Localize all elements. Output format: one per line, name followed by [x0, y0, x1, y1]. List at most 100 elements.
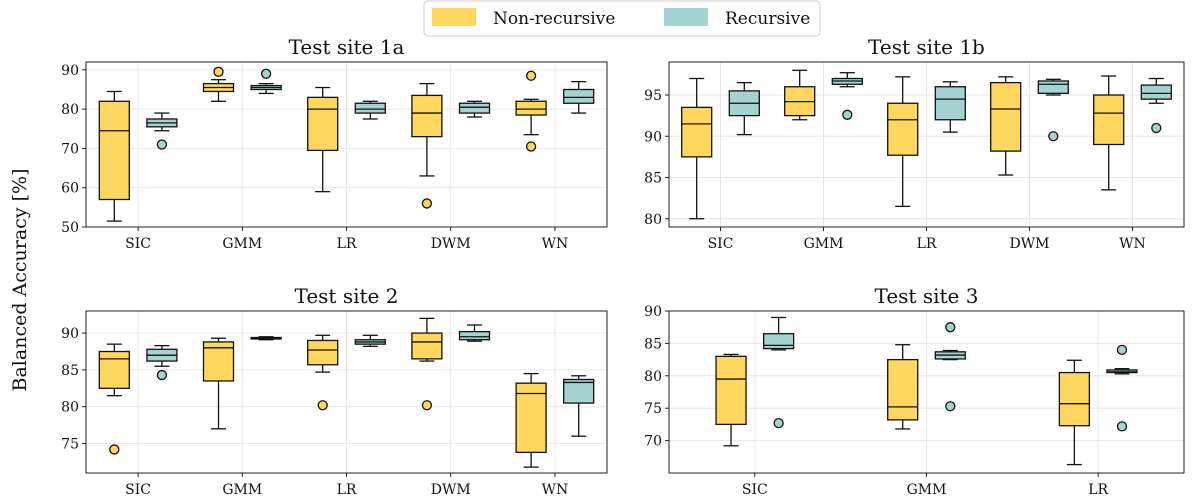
box-non-recursive-gmm: [202, 66, 235, 102]
box-non-recursive-sic: [98, 90, 130, 222]
box-non-recursive-gmm: [887, 344, 919, 430]
box-body: [354, 102, 386, 114]
y-tick-label: 50: [61, 220, 79, 236]
outlier-point: [317, 400, 328, 411]
box-non-recursive-dwm: [990, 76, 1022, 176]
y-tick-label: 85: [61, 363, 79, 379]
box-non-recursive-gmm: [202, 337, 235, 430]
x-tick-label-dwm: DWM: [1010, 236, 1050, 252]
outlier-point: [773, 417, 784, 429]
outlier-point: [1116, 344, 1128, 356]
y-tick-label: 85: [644, 336, 662, 352]
box-body: [98, 100, 130, 201]
outlier-point: [421, 198, 433, 209]
legend-label-non-recursive: Non-recursive: [493, 9, 615, 29]
panel-test-site-1b: Test site 1b 80 85 90 95 SIC GMM LR DWM WN: [644, 35, 1185, 252]
box-body: [715, 355, 747, 426]
box-non-recursive-sic: [98, 343, 130, 455]
box-recursive-dwm: [458, 100, 491, 118]
x-tick-label-sic: SIC: [708, 236, 734, 252]
x-tick-label-wn: WN: [1119, 236, 1146, 252]
box-body: [411, 332, 443, 360]
x-tick-label-lr: LR: [337, 236, 357, 252]
outlier-point: [945, 322, 956, 333]
box-body: [1058, 371, 1091, 427]
box-body: [1140, 84, 1172, 100]
box-body: [458, 330, 491, 341]
box-recursive-sic: [762, 316, 795, 429]
box-non-recursive-lr: [1058, 359, 1091, 466]
box-body: [1093, 94, 1125, 146]
x-tick-label-sic: SIC: [125, 482, 151, 498]
y-tick-label: 90: [644, 304, 662, 320]
y-tick-label: 70: [644, 434, 662, 450]
box-recursive-lr: [354, 334, 386, 347]
panel-title: Test site 2: [295, 284, 399, 308]
outlier-point: [109, 444, 120, 455]
x-tick-label-gmm: GMM: [804, 236, 844, 252]
box-body: [307, 96, 339, 152]
legend-swatch-non-recursive: [432, 8, 476, 26]
box-body: [1037, 80, 1069, 94]
outlier-point: [1151, 122, 1162, 134]
outlier-point: [156, 369, 168, 381]
box-non-recursive-wn: [1093, 75, 1125, 191]
legend-label-recursive: Recursive: [725, 9, 810, 29]
x-tick-label-lr: LR: [917, 236, 937, 252]
outlier-point: [156, 139, 168, 150]
panel-title: Test site 1a: [289, 35, 405, 59]
box-body: [563, 88, 595, 104]
y-tick-label: 70: [61, 141, 79, 157]
legend: Non-recursive Recursive: [423, 0, 821, 37]
box-recursive-dwm: [458, 324, 491, 342]
box-non-recursive-sic: [715, 353, 747, 447]
panel-test-site-3: Test site 3 70 75 80 85 90 SIC GMM LR: [644, 284, 1185, 498]
x-tick-label-gmm: GMM: [222, 482, 262, 498]
y-tick-label: 75: [61, 437, 79, 453]
legend-swatch-recursive: [664, 8, 708, 26]
box-recursive-gmm: [831, 72, 863, 120]
box-body: [681, 106, 713, 158]
y-tick-label: 80: [61, 102, 79, 118]
y-tick-label: 90: [61, 63, 79, 79]
box-body: [563, 378, 595, 404]
y-tick-label: 80: [644, 369, 662, 385]
box-body: [411, 94, 443, 138]
box-non-recursive-sic: [681, 77, 713, 220]
box-non-recursive-wn: [515, 70, 547, 152]
box-recursive-gmm: [934, 322, 966, 412]
x-tick-label-wn: WN: [542, 482, 569, 498]
panel-title: Test site 1b: [868, 35, 985, 59]
x-tick-label-sic: SIC: [742, 482, 768, 498]
box-recursive-sic: [146, 112, 178, 150]
box-body: [98, 350, 130, 389]
outlier-point: [260, 68, 272, 79]
box-recursive-gmm: [250, 68, 282, 95]
box-recursive-wn: [563, 375, 595, 437]
panel-test-site-2: Test site 2 75 80 85 90 SIC GMM LR DWM WN: [61, 284, 608, 498]
y-tick-label: 80: [61, 400, 79, 416]
box-body: [934, 86, 966, 121]
y-tick-label: 90: [61, 326, 79, 342]
outlier-point: [213, 66, 224, 77]
y-axis-label: Balanced Accuracy [%]: [9, 169, 31, 392]
y-tick-label: 85: [644, 171, 662, 187]
box-non-recursive-lr: [307, 334, 339, 411]
box-recursive-gmm: [250, 336, 282, 341]
box-body: [515, 100, 547, 116]
outlier-point: [421, 400, 433, 411]
box-non-recursive-gmm: [784, 69, 816, 121]
box-body: [515, 382, 547, 454]
x-tick-label-dwm: DWM: [431, 482, 471, 498]
box-recursive-sic: [146, 344, 178, 381]
box-recursive-wn: [1140, 77, 1172, 134]
box-non-recursive-lr: [307, 86, 339, 193]
box-body: [458, 102, 491, 114]
x-tick-label-sic: SIC: [125, 236, 151, 252]
box-body: [887, 358, 919, 421]
x-tick-label-dwm: DWM: [431, 236, 471, 252]
y-tick-label: 80: [644, 212, 662, 228]
box-recursive-lr: [354, 100, 386, 120]
outlier-point: [1048, 131, 1059, 142]
outlier-point: [842, 109, 853, 120]
